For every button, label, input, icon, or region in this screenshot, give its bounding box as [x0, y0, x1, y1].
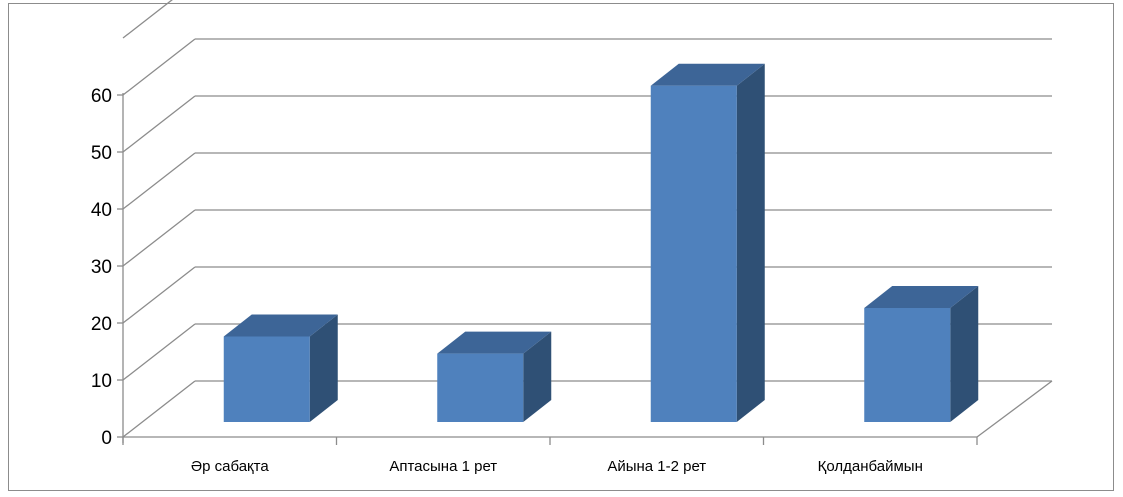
y-tick-label: 30 [91, 257, 112, 278]
y-tick-label: 50 [91, 143, 112, 164]
side-wall-line [122, 38, 196, 96]
floor-right-edge [976, 380, 1053, 438]
side-wall-line [122, 209, 196, 267]
side-wall-line-top [122, 0, 173, 39]
y-tick-label: 10 [91, 371, 112, 392]
y-tick-label: 60 [91, 86, 112, 107]
bar [864, 308, 951, 422]
y-tick-label: 40 [91, 200, 112, 221]
bar-top [650, 63, 765, 86]
side-wall-line [122, 152, 196, 210]
bar-side [309, 314, 338, 422]
bar [223, 336, 310, 422]
y-tick-label: 0 [101, 428, 112, 449]
y-tick-label: 20 [91, 314, 112, 335]
x-tick-label: Аптасына 1 рет [389, 458, 497, 475]
side-wall-line [122, 266, 196, 324]
bar-side [736, 63, 765, 422]
bar-top [864, 286, 979, 308]
x-tick-label: Қолданбаймын [818, 458, 923, 475]
side-wall-line [122, 323, 196, 381]
bar [437, 353, 524, 422]
bar [650, 85, 737, 422]
x-tick-label: Әр сабақта [191, 458, 269, 475]
bar-side [950, 286, 979, 422]
bar-top [437, 331, 552, 354]
bar-side [523, 331, 552, 422]
bar-top [223, 314, 338, 337]
side-wall-line [122, 380, 196, 438]
x-tick-label: Айына 1-2 рет [607, 458, 706, 475]
side-wall-line [122, 95, 196, 153]
